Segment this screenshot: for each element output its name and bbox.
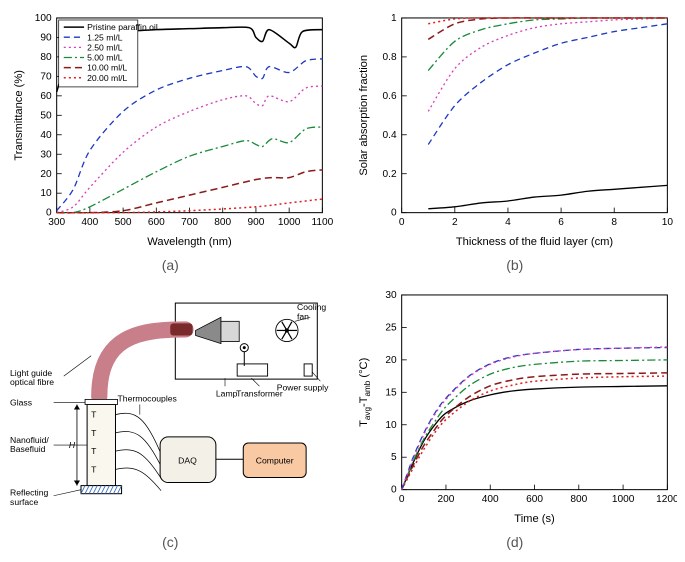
chart-b: 0 2 4 6 8 10 0 0.2 0.4 0.6 0.8 1 Thickness of the fl… bbox=[353, 4, 678, 255]
svg-text:1000: 1000 bbox=[611, 494, 634, 505]
chart-d: 0 200 400 600 800 1000 1200 0 5 10 15 20 25 30 Time (s… bbox=[353, 281, 678, 532]
svg-text:8: 8 bbox=[611, 217, 617, 228]
svg-text:5: 5 bbox=[390, 452, 396, 463]
svg-text:1000: 1000 bbox=[278, 217, 301, 228]
svg-text:T: T bbox=[91, 410, 97, 420]
svg-text:1.25 ml/L: 1.25 ml/L bbox=[87, 32, 123, 42]
svg-text:25: 25 bbox=[385, 322, 397, 333]
svg-text:T: T bbox=[91, 446, 97, 456]
svg-text:DAQ: DAQ bbox=[178, 455, 197, 465]
panel-label-b: (b) bbox=[506, 257, 523, 273]
svg-text:10.00 ml/L: 10.00 ml/L bbox=[87, 63, 127, 73]
svg-text:0.4: 0.4 bbox=[382, 130, 396, 141]
svg-text:800: 800 bbox=[570, 494, 587, 505]
svg-text:1100: 1100 bbox=[311, 217, 332, 228]
panel-label-d: (d) bbox=[506, 534, 523, 550]
svg-text:Power supply: Power supply bbox=[277, 382, 329, 392]
svg-text:0: 0 bbox=[390, 208, 396, 219]
svg-text:fan: fan bbox=[297, 311, 309, 321]
svg-text:30: 30 bbox=[385, 290, 397, 301]
svg-text:70: 70 bbox=[40, 71, 52, 82]
svg-text:30: 30 bbox=[40, 149, 52, 160]
svg-text:0.6: 0.6 bbox=[382, 91, 396, 102]
panel-label-a: (a) bbox=[162, 257, 179, 273]
svg-text:0.8: 0.8 bbox=[382, 52, 396, 63]
svg-text:80: 80 bbox=[40, 52, 52, 63]
svg-text:0: 0 bbox=[398, 217, 404, 228]
svg-text:Glass: Glass bbox=[10, 397, 32, 407]
svg-text:Thickness of the fluid layer (: Thickness of the fluid layer (cm) bbox=[455, 236, 613, 248]
svg-text:T: T bbox=[91, 428, 97, 438]
svg-text:Time (s): Time (s) bbox=[514, 513, 555, 525]
svg-text:surface: surface bbox=[10, 497, 38, 507]
svg-text:Tavg-Tamb (°C): Tavg-Tamb (°C) bbox=[358, 357, 372, 426]
svg-text:2.50 ml/L: 2.50 ml/L bbox=[87, 42, 123, 52]
svg-text:1200: 1200 bbox=[656, 494, 677, 505]
svg-text:2: 2 bbox=[451, 217, 457, 228]
svg-text:40: 40 bbox=[40, 130, 52, 141]
svg-text:400: 400 bbox=[81, 217, 98, 228]
svg-text:500: 500 bbox=[115, 217, 132, 228]
figure-grid: 3004005006007008009001000110001020304050… bbox=[0, 0, 685, 562]
svg-text:20: 20 bbox=[385, 355, 397, 366]
svg-text:Lamp: Lamp bbox=[216, 388, 238, 398]
svg-text:5.00 ml/L: 5.00 ml/L bbox=[87, 53, 123, 63]
svg-text:0: 0 bbox=[390, 485, 396, 496]
svg-text:100: 100 bbox=[35, 13, 52, 24]
panel-a: 3004005006007008009001000110001020304050… bbox=[8, 4, 333, 277]
svg-text:60: 60 bbox=[40, 91, 52, 102]
chart-a: 3004005006007008009001000110001020304050… bbox=[8, 4, 333, 255]
svg-text:50: 50 bbox=[40, 110, 52, 121]
svg-text:200: 200 bbox=[437, 494, 454, 505]
svg-text:4: 4 bbox=[505, 217, 511, 228]
svg-text:20: 20 bbox=[40, 169, 52, 180]
panel-d: 0 200 400 600 800 1000 1200 0 5 10 15 20 25 30 Time (s… bbox=[353, 281, 678, 554]
svg-text:Thermocouples: Thermocouples bbox=[118, 393, 177, 403]
svg-text:Pristine paraffin oil: Pristine paraffin oil bbox=[87, 22, 158, 32]
svg-text:T: T bbox=[91, 464, 97, 474]
svg-text:Computer: Computer bbox=[256, 455, 294, 465]
diagram-c: HTTTTDAQComputerLight guideoptical fibre… bbox=[8, 281, 333, 532]
panel-b: 0 2 4 6 8 10 0 0.2 0.4 0.6 0.8 1 Thickness of the fl… bbox=[353, 4, 678, 277]
svg-text:700: 700 bbox=[181, 217, 198, 228]
svg-text:600: 600 bbox=[526, 494, 543, 505]
svg-text:0.2: 0.2 bbox=[382, 169, 396, 180]
svg-text:600: 600 bbox=[148, 217, 165, 228]
svg-text:800: 800 bbox=[214, 217, 231, 228]
svg-text:10: 10 bbox=[661, 217, 673, 228]
svg-text:Transmittance (%): Transmittance (%) bbox=[13, 70, 25, 161]
svg-text:20.00 ml/L: 20.00 ml/L bbox=[87, 73, 127, 83]
svg-text:1: 1 bbox=[390, 13, 396, 24]
svg-text:0: 0 bbox=[398, 494, 404, 505]
svg-text:900: 900 bbox=[247, 217, 264, 228]
svg-text:6: 6 bbox=[558, 217, 564, 228]
svg-text:Wavelength (nm): Wavelength (nm) bbox=[147, 236, 232, 248]
svg-text:10: 10 bbox=[40, 188, 52, 199]
svg-text:10: 10 bbox=[385, 420, 397, 431]
svg-text:Basefluid: Basefluid bbox=[10, 444, 46, 454]
svg-text:400: 400 bbox=[481, 494, 498, 505]
panel-label-c: (c) bbox=[162, 534, 178, 550]
svg-text:optical fibre: optical fibre bbox=[10, 377, 54, 387]
panel-c: HTTTTDAQComputerLight guideoptical fibre… bbox=[8, 281, 333, 554]
svg-text:Solar absorption fraction: Solar absorption fraction bbox=[358, 55, 370, 176]
svg-text:15: 15 bbox=[385, 387, 397, 398]
svg-text:0: 0 bbox=[46, 208, 52, 219]
svg-text:90: 90 bbox=[40, 32, 52, 43]
